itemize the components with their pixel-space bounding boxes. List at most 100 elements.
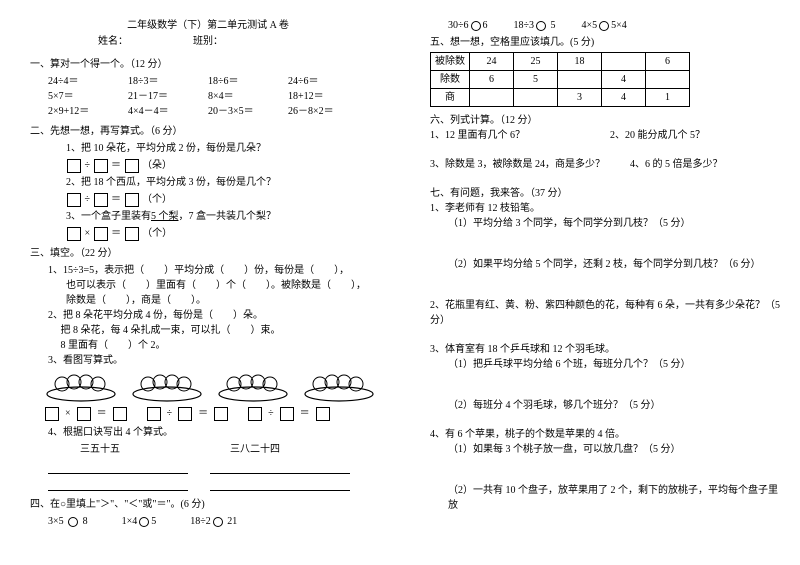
unit-label: （个） <box>142 228 172 239</box>
th-quotient: 商 <box>431 89 470 107</box>
q7-4a: （1）如果每 3 个桃子放一盘，可以放几盘？（5 分） <box>448 442 780 457</box>
figure-expressions: × ＝ ÷ ＝ ÷ ＝ <box>44 406 386 421</box>
peapod-icon <box>302 372 376 402</box>
q7-3b: （2）每班分 4 个羽毛球，够几个班分？（5 分） <box>448 398 780 413</box>
q2-1: 1、把 10 朵花，平均分成 2 份，每份是几朵？ <box>66 141 386 156</box>
cmp-expr: 1×45 <box>122 514 157 529</box>
q3-2c: 8 里面有（ ）个 2。 <box>48 338 386 353</box>
unit-label: （朵） <box>142 160 172 171</box>
q6-2: 2、20 能分成几个 5？ <box>610 128 705 143</box>
section-2: 二、先想一想，再写算式。（6 分） <box>30 124 386 139</box>
idiom-a: 三五十五 <box>80 442 120 457</box>
peapod-icon <box>44 372 118 402</box>
header-fields: 姓名： 班别： <box>98 34 386 49</box>
q2-2: 2、把 18 个西瓜，平均分成 3 份，每份是几个？ <box>66 175 386 190</box>
calc-row-2: 5×7＝ 21－17＝ 8×4＝ 18+12＝ <box>48 89 386 104</box>
calc-cell: 2×9+12＝ <box>48 104 128 119</box>
unit-label: （个） <box>142 194 172 205</box>
table-cell: 6 <box>470 71 514 89</box>
q7-3: 3、体育室有 18 个乒乓球和 12 个羽毛球。 <box>430 342 780 357</box>
q2-3-expr: × ＝ （个） <box>66 226 386 241</box>
section-6: 六、列式计算。（12 分） <box>430 113 780 128</box>
table-cell: 18 <box>558 53 602 71</box>
section-3: 三、填空。（22 分） <box>30 246 386 261</box>
blank-box <box>77 407 91 421</box>
cmp-expr: 4×55×4 <box>582 18 627 33</box>
calc-cell: 18÷6＝ <box>208 74 288 89</box>
q7-1: 1、李老师有 12 枝铅笔。 <box>430 201 780 216</box>
blank-line <box>210 463 350 474</box>
section-7: 七、有问题，我来答。（37 分） <box>430 186 780 201</box>
idiom-b: 三八二十四 <box>230 442 280 457</box>
q7-4: 4、有 6 个苹果，桃子的个数是苹果的 4 倍。 <box>430 427 780 442</box>
th-dividend: 被除数 <box>431 53 470 71</box>
table-cell <box>558 71 602 89</box>
division-table: 被除数 24 25 18 6 除数 6 5 4 商 3 4 1 <box>430 52 690 107</box>
figure-row <box>44 372 386 402</box>
q6-1: 1、12 里面有几个 6？ <box>430 128 610 143</box>
q7-2: 2、花瓶里有红、黄、粉、紫四种颜色的花，每种有 6 朵，一共有多少朵花？（5分） <box>430 298 780 328</box>
calc-cell: 20－3×5＝ <box>208 104 288 119</box>
q7-1b: （2）如果平均分给 5 个同学，还剩 2 枝，每个同学分到几枝？（6 分） <box>448 257 780 272</box>
q3-2a: 2、把 8 朵花平均分成 4 份，每份是（ ）朵。 <box>48 308 386 323</box>
q3-2b: 把 8 朵花，每 4 朵扎成一束，可以扎（ ）束。 <box>48 323 386 338</box>
blank-box <box>178 407 192 421</box>
calc-cell: 8×4＝ <box>208 89 288 104</box>
table-cell: 24 <box>470 53 514 71</box>
blank-box <box>125 227 139 241</box>
table-cell <box>602 53 646 71</box>
calc-cell: 5×7＝ <box>48 89 128 104</box>
table-cell <box>470 89 514 107</box>
blank-box <box>94 159 108 173</box>
calc-cell: 18÷3＝ <box>128 74 208 89</box>
blank-box <box>67 227 81 241</box>
s4-row: 3×5 8 1×45 18÷2 21 <box>48 514 386 529</box>
exam-title: 二年级数学（下）第二单元测试 A 卷 <box>30 18 386 33</box>
peapod-icon <box>216 372 290 402</box>
calc-cell: 21－17＝ <box>128 89 208 104</box>
blank-line <box>48 480 188 491</box>
class-label: 班别： <box>193 36 223 47</box>
q-text: 3、一个盒子里装有 <box>66 211 151 222</box>
q6-3: 3、除数是 3，被除数是 24，商是多少？ <box>430 157 630 172</box>
calc-cell: 24÷6＝ <box>288 74 368 89</box>
table-cell: 5 <box>514 71 558 89</box>
blank-box <box>67 193 81 207</box>
calc-row-1: 24÷4＝ 18÷3＝ 18÷6＝ 24÷6＝ <box>48 74 386 89</box>
q7-4b: （2）一共有 10 个盘子，放苹果用了 2 个，剩下的放桃子，平均每个盘子里放 <box>448 483 780 513</box>
q7-3a: （1）把乒乓球平均分给 6 个班，每班分几个？（5 分） <box>448 357 780 372</box>
q-text: ，7 盒一共装几个梨？ <box>179 211 277 222</box>
section-4: 四、在○里填上"＞"、"＜"或"＝"。(6 分) <box>30 497 386 512</box>
section-5: 五、想一想，空格里应该填几。(5 分) <box>430 35 780 50</box>
s6-row-2: 3、除数是 3，被除数是 24，商是多少？ 4、6 的 5 倍是多少？ <box>430 157 780 172</box>
blank-box <box>248 407 262 421</box>
cmp-expr: 18÷2 21 <box>190 514 237 529</box>
table-cell: 4 <box>602 71 646 89</box>
cmp-expr: 3×5 8 <box>48 514 88 529</box>
blank-box <box>125 193 139 207</box>
q2-1-expr: ÷ ＝ （朵） <box>66 158 386 173</box>
blank-line <box>48 463 188 474</box>
cmp-expr: 30÷66 <box>448 18 488 33</box>
calc-cell: 24÷4＝ <box>48 74 128 89</box>
blank-box <box>125 159 139 173</box>
th-divisor: 除数 <box>431 71 470 89</box>
blank-box <box>280 407 294 421</box>
q3-1c: 除数是（ ），商是（ ）。 <box>66 293 386 308</box>
q-text-underline: 5 个梨 <box>151 211 179 222</box>
blank-box <box>94 193 108 207</box>
name-label: 姓名： <box>98 36 128 47</box>
table-cell <box>514 89 558 107</box>
q6-4: 4、6 的 5 倍是多少？ <box>630 157 723 172</box>
q2-2-expr: ÷ ＝ （个） <box>66 192 386 207</box>
idiom-row: 三五十五 三八二十四 <box>80 442 386 457</box>
cmp-expr: 18÷3 5 <box>514 18 556 33</box>
peapod-icon <box>130 372 204 402</box>
blank-lines-row <box>48 463 386 474</box>
blank-box <box>147 407 161 421</box>
q3-3: 3、看图写算式。 <box>48 353 386 368</box>
blank-box <box>45 407 59 421</box>
calc-cell: 18+12＝ <box>288 89 368 104</box>
q2-3: 3、一个盒子里装有5 个梨，7 盒一共装几个梨？ <box>66 209 386 224</box>
table-cell: 25 <box>514 53 558 71</box>
